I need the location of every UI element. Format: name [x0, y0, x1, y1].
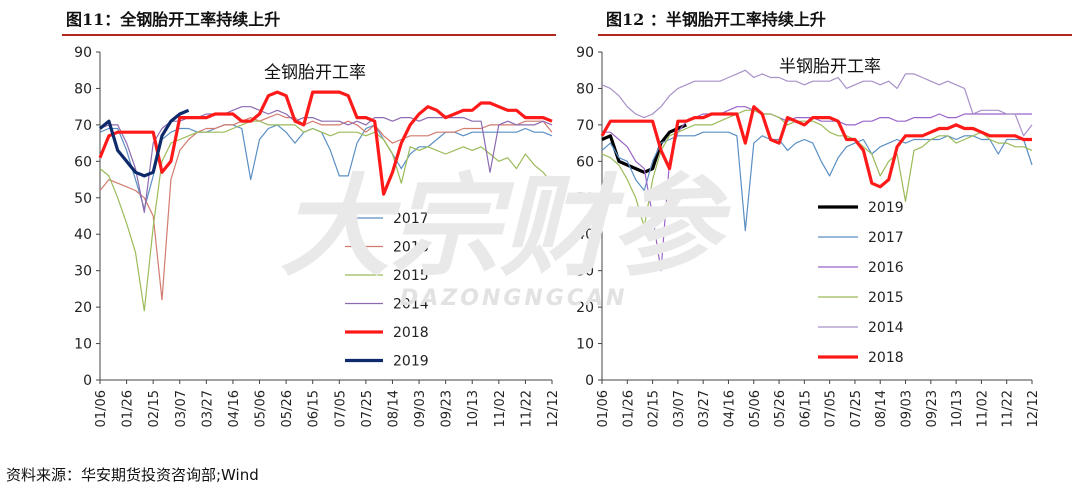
x-tick-label: 07/25 — [849, 390, 864, 427]
x-tick-label: 12/12 — [546, 390, 560, 427]
legend-label-2014: 2014 — [393, 297, 429, 313]
chart-semi-steel-tire: 0 10 20 30 40 50 60 70 80 90 01/06 01/26 02/15 03/07 0… — [576, 45, 1041, 427]
y-tick-label: 40 — [576, 227, 594, 243]
y-tick-label: 80 — [74, 81, 92, 97]
x-tick-label: 02/15 — [147, 390, 162, 427]
y-tick-label: 60 — [74, 154, 92, 170]
figure-11-rule — [62, 34, 556, 36]
legend-label-2014: 2014 — [868, 320, 904, 336]
y-tick-label: 0 — [83, 373, 92, 389]
x-tick-label: 07/05 — [333, 390, 348, 427]
legend-label-2017: 2017 — [393, 211, 429, 227]
y-tick-label: 20 — [74, 300, 92, 316]
x-tick-label: 12/12 — [1026, 390, 1041, 427]
x-tick-label: 07/05 — [824, 390, 839, 427]
x-tick-label: 10/13 — [950, 390, 965, 427]
y-tick-label: 10 — [74, 337, 92, 353]
x-tick-label: 03/07 — [174, 390, 189, 427]
x-tick-label: 11/22 — [1001, 390, 1016, 427]
series-line-2018 — [98, 90, 553, 196]
legend-label-2015: 2015 — [868, 290, 904, 306]
legend-label-2018: 2018 — [868, 350, 904, 366]
legend-label-2018: 2018 — [393, 325, 429, 341]
legend-label-2015: 2015 — [393, 268, 429, 284]
x-tick-label: 06/15 — [798, 390, 813, 427]
x-tick-label: 03/27 — [200, 390, 215, 427]
x-tick-label: 05/06 — [748, 390, 763, 427]
x-tick-label: 03/07 — [672, 390, 687, 427]
x-tick-label: 04/16 — [227, 390, 242, 427]
series-line-2016 — [99, 113, 553, 301]
x-tick-label: 09/23 — [440, 390, 455, 427]
y-tick-label: 50 — [74, 191, 92, 207]
series-line-2015 — [601, 109, 1033, 228]
legend-label-2016: 2016 — [868, 260, 904, 276]
x-tick-label: 09/03 — [413, 390, 428, 427]
x-tick-label: 08/14 — [386, 390, 401, 427]
x-tick-label: 02/15 — [647, 390, 662, 427]
x-tick-label: 11/02 — [975, 390, 990, 427]
x-tick-label: 11/02 — [493, 390, 508, 427]
series-line-2014 — [601, 69, 1033, 137]
series-line-2014 — [99, 106, 553, 213]
series-line-2016 — [602, 106, 1032, 272]
chart-title: 半钢胎开工率 — [779, 57, 881, 77]
series-line-2018 — [600, 105, 1032, 189]
y-tick-label: 70 — [576, 118, 594, 134]
y-tick-label: 60 — [576, 154, 594, 170]
legend-label-2016: 2016 — [393, 240, 429, 256]
x-tick-label: 10/13 — [466, 390, 481, 427]
x-tick-label: 04/16 — [722, 390, 737, 427]
y-tick-label: 90 — [74, 45, 92, 61]
x-tick-label: 06/15 — [307, 390, 322, 427]
figure-12-title: 图12 ：半钢胎开工率持续上升 — [606, 10, 826, 29]
x-tick-label: 07/25 — [360, 390, 375, 427]
y-tick-label: 30 — [576, 264, 594, 280]
x-tick-label: 05/26 — [773, 390, 788, 427]
x-tick-label: 09/23 — [925, 390, 940, 427]
y-tick-label: 30 — [74, 264, 92, 280]
x-tick-label: 05/26 — [280, 390, 295, 427]
x-tick-label: 03/27 — [697, 390, 712, 427]
series-line-2019 — [98, 108, 190, 178]
x-tick-label: 09/03 — [900, 390, 915, 427]
chart-full-steel-tire: 0 10 20 30 40 50 60 70 80 90 01/06 01/26 02/15 03/07 0… — [74, 45, 560, 427]
legend-label-2019: 2019 — [868, 200, 904, 216]
chart-title: 全钢胎开工率 — [264, 63, 366, 83]
y-tick-label: 80 — [576, 81, 594, 97]
x-tick-label: 05/06 — [254, 390, 269, 427]
legend-label-2017: 2017 — [868, 230, 904, 246]
series-line-2017 — [601, 131, 1033, 232]
series-line-2017 — [99, 124, 553, 210]
y-tick-label: 50 — [576, 191, 594, 207]
x-tick-label: 08/14 — [874, 390, 889, 427]
y-tick-label: 10 — [576, 337, 594, 353]
x-tick-label: 11/22 — [519, 390, 534, 427]
figure-11-title: 图11：全钢胎开工率持续上升 — [66, 10, 281, 29]
x-tick-label: 01/26 — [621, 390, 636, 427]
y-tick-label: 40 — [74, 227, 92, 243]
figure-12-rule — [598, 34, 1072, 36]
legend-label-2019: 2019 — [393, 354, 429, 370]
y-tick-label: 70 — [74, 118, 92, 134]
x-tick-label: 01/26 — [121, 390, 136, 427]
x-tick-label: 01/06 — [596, 390, 611, 427]
y-tick-label: 90 — [576, 45, 594, 61]
source-note: 资料来源：华安期货投资咨询部;Wind — [6, 466, 259, 484]
y-tick-label: 20 — [576, 300, 594, 316]
y-tick-label: 0 — [585, 373, 594, 389]
x-tick-label: 01/06 — [94, 390, 109, 427]
